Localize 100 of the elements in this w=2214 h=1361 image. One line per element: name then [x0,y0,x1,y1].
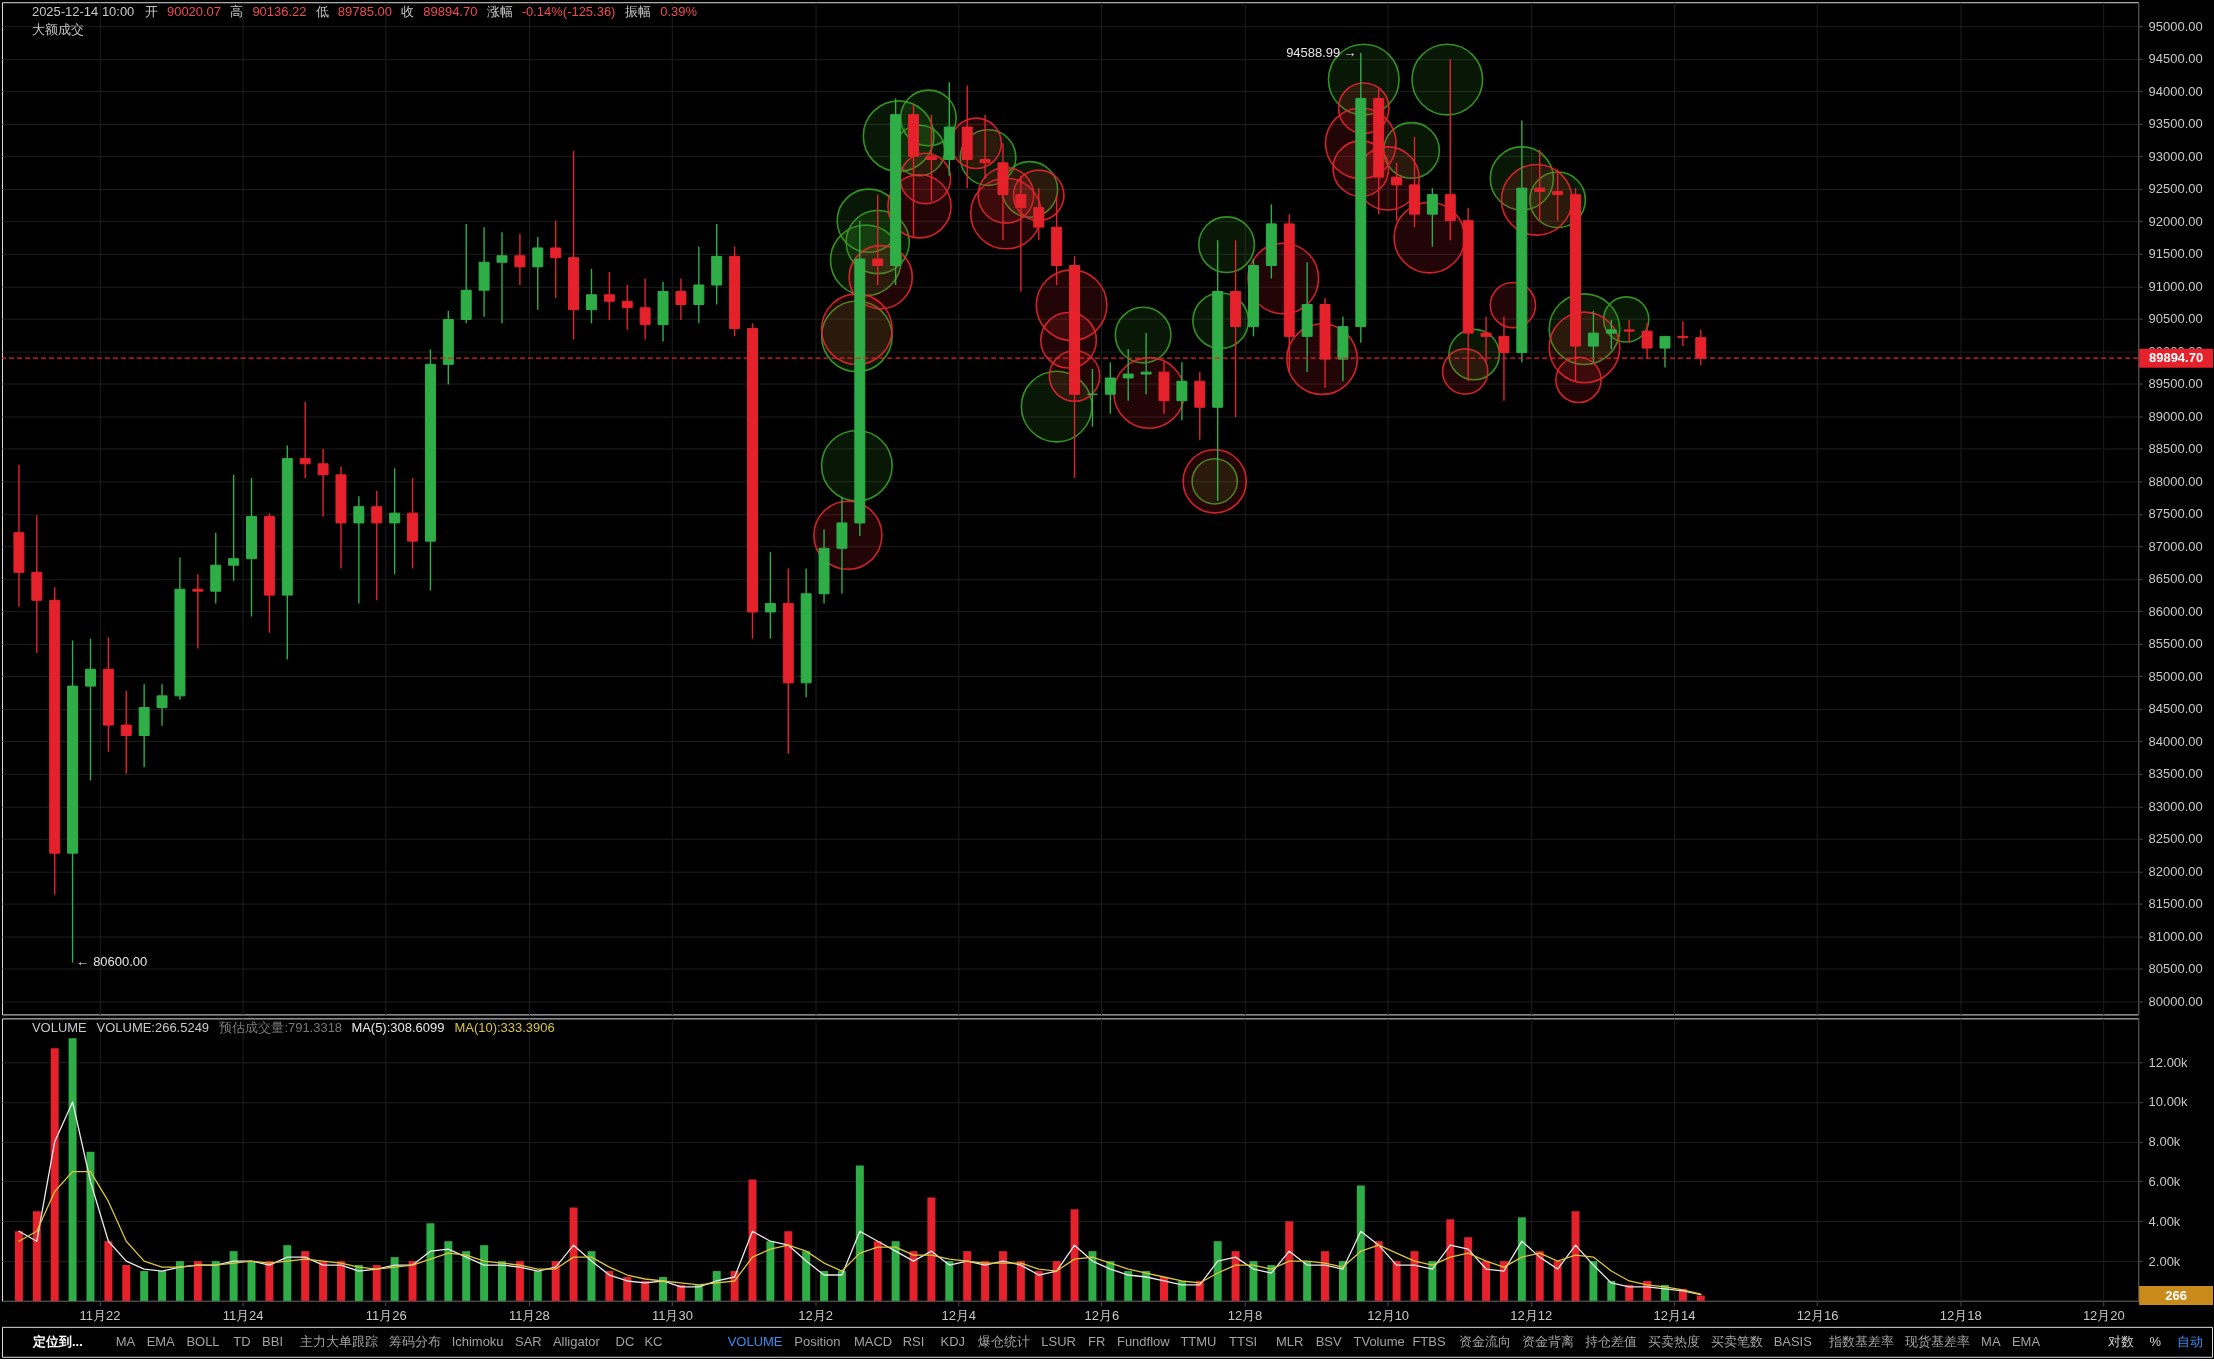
text: 定位到... [31,1333,83,1349]
candlestick [603,271,615,321]
bar [1285,1221,1294,1301]
bar [1052,1261,1061,1301]
y-tick-label: 84000.00 [2148,733,2203,749]
bar [1499,1261,1508,1301]
y-tick-label: 87500.00 [2148,506,2203,522]
text: BBI [262,1333,283,1349]
annotation: 振幅 [625,4,652,20]
candlestick [317,448,329,518]
bar [748,1179,757,1301]
bar [1249,1261,1258,1301]
y-tick-label: 88500.00 [2148,441,2203,457]
y-tick-label: 93500.00 [2148,116,2203,132]
bar [1016,1261,1025,1301]
bar [891,1241,900,1301]
text: 资金流向 [1459,1333,1512,1349]
y-tick-label: 90500.00 [2148,311,2203,327]
bar [444,1241,453,1301]
bar [319,1261,328,1301]
bar [515,1261,524,1301]
text: FTBS [1412,1333,1446,1349]
candlestick [299,401,311,479]
bar [1213,1241,1222,1301]
x-tick-label: 12月20 [2082,1308,2125,1324]
text: DC [615,1333,635,1349]
text: TD [233,1333,251,1349]
text: 持仓差值 [1584,1333,1637,1349]
bar [1553,1261,1562,1301]
text: 买卖笔数 [1710,1333,1763,1349]
text: TTSI [1229,1333,1258,1349]
bar [104,1241,113,1301]
bar [265,1261,274,1301]
bar [623,1277,632,1301]
y-tick-label: 94500.00 [2148,51,2203,67]
candlestick [120,689,132,775]
text: 主力大单跟踪 [299,1333,378,1349]
bar [68,1038,77,1301]
annotation: VOLUME:266.5249 [96,1020,210,1036]
candlestick [1587,310,1599,364]
bar [1303,1261,1312,1301]
bar [1106,1261,1115,1301]
candlestick [1391,162,1403,222]
text: MA [115,1333,136,1349]
bar [122,1265,131,1301]
annotation: 0.39% [660,4,698,20]
text: 现货基差率 [1905,1333,1971,1349]
text: 对数 [2107,1333,2134,1349]
candlestick [389,467,401,575]
line-series [18,1101,1702,1296]
text: KDJ [940,1333,966,1349]
candlestick [1086,368,1098,428]
candlestick [228,474,240,582]
text: 自动 [2177,1333,2204,1349]
chart-title: VOLUME [31,1020,88,1036]
annotation: 涨幅 [486,4,513,20]
y-tick-label: 92000.00 [2148,213,2203,229]
candlestick [1015,175,1027,293]
bar [712,1271,721,1301]
candlestick [1605,319,1617,351]
bar [1231,1251,1240,1301]
text: BOLL [186,1333,220,1349]
bar [193,1261,202,1301]
candlestick [1176,361,1188,421]
candlestick [532,236,544,311]
candlestick [156,683,168,727]
y-tick-label: 80500.00 [2148,961,2203,977]
candlestick [496,231,508,325]
text: KC [644,1333,663,1349]
candlestick [1659,335,1671,369]
y-tick-label: 2.00k [2148,1253,2181,1269]
text: 资金背离 [1522,1333,1575,1349]
y-tick-label: 8.00k [2148,1134,2181,1150]
bar [1571,1211,1580,1301]
y-tick-label: 85500.00 [2148,636,2203,652]
text: VOLUME [727,1333,783,1349]
candlestick [675,277,687,321]
candlestick [693,245,705,325]
y-tick-label: 94000.00 [2148,83,2203,99]
y-tick-label: 86000.00 [2148,603,2203,619]
text: TVolume [1353,1333,1405,1349]
bar [336,1261,345,1301]
y-tick-label: 85000.00 [2148,668,2203,684]
candlestick [1122,348,1134,402]
bar [1464,1237,1473,1301]
bar [784,1231,793,1301]
annotation: 90136.22 [252,4,307,20]
bar [140,1271,149,1301]
bar [1070,1209,1079,1301]
y-tick-label: 89500.00 [2148,376,2203,392]
chart-title: 2025-12-14 10:00 [31,4,135,20]
bar [390,1257,399,1301]
bar [551,1261,560,1301]
y-tick-label: 10.00k [2148,1094,2189,1110]
text: SAR [515,1333,542,1349]
bar [837,1271,846,1301]
text: MA(5):308.6099 [351,1020,445,1036]
bar [533,1271,542,1301]
y-tick-label: 92500.00 [2148,181,2203,197]
y-tick-label: 91500.00 [2148,246,2203,262]
